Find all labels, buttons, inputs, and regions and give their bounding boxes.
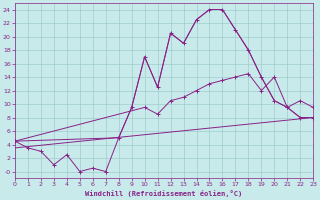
X-axis label: Windchill (Refroidissement éolien,°C): Windchill (Refroidissement éolien,°C) [85, 190, 243, 197]
